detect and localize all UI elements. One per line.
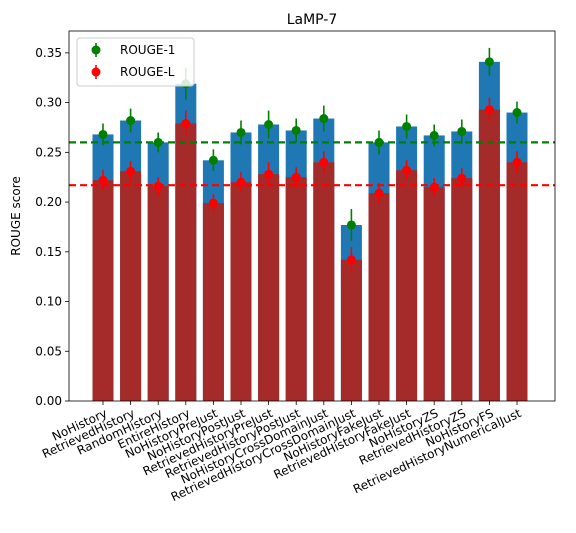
y-tick-label: 0.20: [35, 195, 62, 209]
rougel-bar: [92, 180, 114, 401]
error-bars: [98, 47, 522, 273]
rougel-point: [181, 119, 191, 128]
rouge1-point: [346, 220, 356, 230]
reference-lines: [69, 141, 555, 187]
rougel-point: [484, 105, 494, 115]
rougel-bar: [396, 170, 418, 401]
rougel-point: [236, 177, 246, 187]
y-tick-label: 0.10: [35, 295, 62, 309]
rougel-point: [512, 157, 522, 167]
rougel-bar: [285, 177, 307, 401]
rougel-point: [264, 169, 274, 179]
rougel-bar: [120, 171, 142, 401]
legend-box: [76, 37, 195, 87]
rouge1-point: [402, 121, 412, 131]
rouge1-point: [484, 57, 494, 67]
legend-marker-icon: [91, 67, 101, 77]
rougel-bar: [175, 123, 197, 401]
rougel-bar: [340, 259, 362, 401]
rouge1-point: [429, 130, 439, 140]
rougel-point: [291, 172, 301, 182]
y-tick-label: 0.30: [35, 96, 62, 110]
legend-marker-icon: [91, 45, 101, 55]
rougel-bar: [313, 162, 335, 401]
y-tick-label: 0.05: [35, 344, 62, 358]
y-tick-label: 0.35: [35, 46, 62, 60]
rouge1-point: [512, 108, 522, 118]
rougel-point: [98, 175, 108, 185]
y-tick-label: 0.25: [35, 145, 62, 159]
rougel-point: [346, 255, 356, 265]
rougel-bar: [478, 109, 500, 402]
rougel-bar: [147, 186, 169, 401]
rougel-bar: [258, 174, 280, 401]
y-tick-label: 0.15: [35, 245, 62, 259]
y-axis-label: ROUGE score: [9, 176, 23, 256]
rougel-bar: [368, 193, 390, 401]
rougel-point: [374, 188, 384, 198]
rougel-bar: [202, 203, 224, 401]
rouge1-point: [264, 119, 274, 129]
rougel-bar: [230, 182, 252, 401]
rougel-point: [153, 181, 163, 191]
y-axis: 0.00 0.05 0.10 0.15 0.20 0.25 0.30 0.35: [35, 46, 69, 408]
y-tick-label: 0.00: [35, 394, 62, 408]
rougel-bars: [92, 109, 528, 402]
rougel-point: [402, 165, 412, 175]
rougel-point: [126, 166, 136, 176]
chart-title: LaMP-7: [287, 12, 338, 28]
rouge1-point: [98, 129, 108, 139]
legend: ROUGE-1 ROUGE-L: [76, 37, 195, 87]
rougel-bar: [506, 162, 528, 401]
rougel-point: [457, 173, 467, 183]
rougel-point: [429, 182, 439, 192]
rouge1-point: [153, 137, 163, 147]
rouge1-point: [291, 125, 301, 135]
rouge1-point: [236, 127, 246, 137]
rougel-point: [208, 198, 218, 208]
rougel-bar: [423, 187, 445, 401]
legend-label: ROUGE-L: [120, 65, 175, 79]
rouge1-point: [126, 116, 136, 126]
x-axis: NoHistoryRetrievedHistoryRandomHistoryEn…: [40, 401, 524, 504]
rougel-point: [319, 157, 329, 167]
plot-frame: [68, 30, 556, 402]
legend-label: ROUGE-1: [120, 43, 175, 57]
rouge1-point: [457, 126, 467, 136]
rouge1-point: [208, 155, 218, 165]
rouge1-point: [319, 114, 329, 124]
rougel-bar: [451, 178, 473, 401]
rouge1-point: [374, 137, 384, 147]
